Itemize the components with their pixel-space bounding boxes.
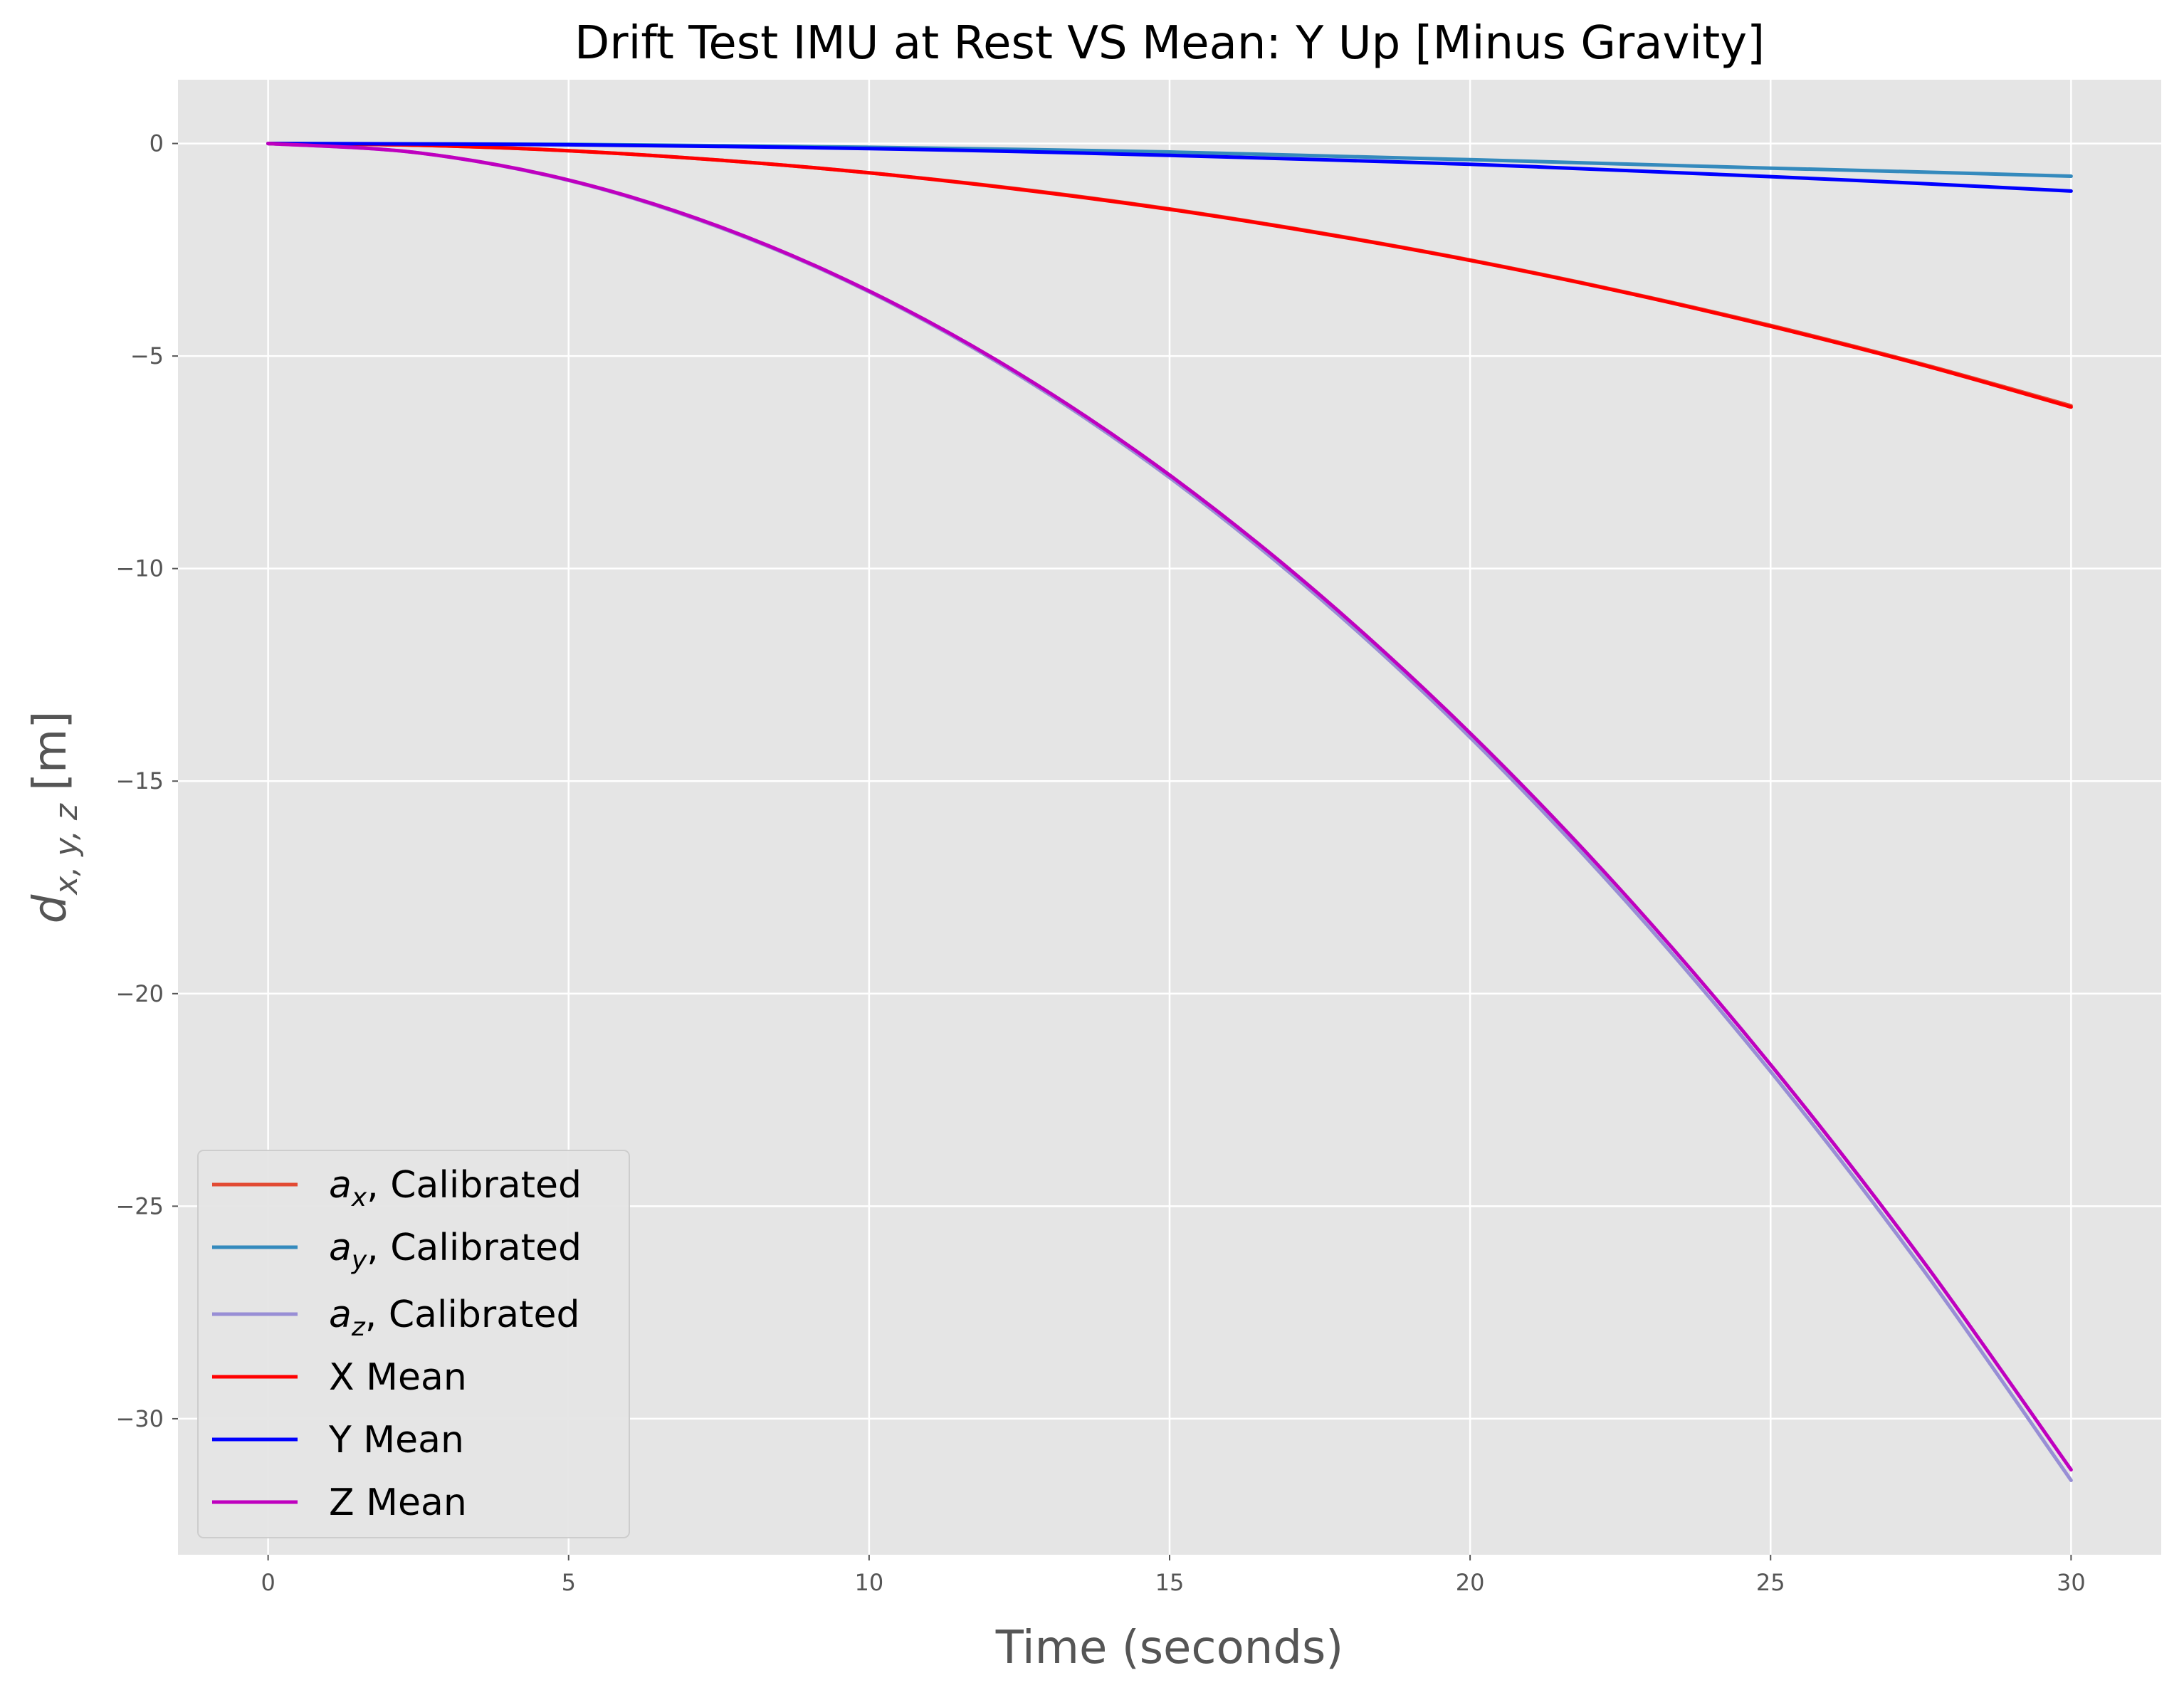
legend-label: X Mean (329, 1356, 467, 1399)
x-tick-label: 5 (562, 1569, 576, 1596)
legend-item-x-mean: X Mean (212, 1356, 467, 1399)
ticks: 0 5 10 15 20 25 30 0 −5 −10 −15 −20 −25 −30 (115, 130, 2085, 1596)
legend-item-a-z-calibrated: az, Calibrated (212, 1293, 580, 1342)
legend-item-y-mean: Y Mean (212, 1419, 464, 1462)
svg-text:dx, y, z[m]: dx, y, z [m] (24, 711, 85, 924)
legend-label: az, Calibrated (329, 1293, 580, 1342)
x-tick-label: 0 (261, 1569, 275, 1596)
y-tick-label: −15 (115, 767, 164, 794)
x-axis-label: Time (seconds) (995, 1622, 1344, 1674)
legend-label: ax, Calibrated (329, 1164, 582, 1212)
legend-item-z-mean: Z Mean (212, 1481, 467, 1524)
x-tick-label: 10 (855, 1569, 884, 1596)
y-tick-label: −5 (130, 342, 164, 369)
x-tick-label: 30 (2057, 1569, 2086, 1596)
x-tick-label: 20 (1456, 1569, 1485, 1596)
series-line-y-mean (266, 142, 2073, 193)
x-tick-label: 25 (1756, 1569, 1785, 1596)
y-tick-label: −20 (115, 980, 164, 1007)
legend-label: ay, Calibrated (329, 1227, 582, 1275)
y-axis-label: dx, y, z [m] (24, 711, 85, 924)
legend-label: Y Mean (328, 1419, 464, 1462)
legend-label: Z Mean (329, 1481, 467, 1524)
series-layer (266, 142, 2073, 1482)
series-line-z-mean (266, 142, 2073, 1472)
legend-box (197, 1150, 630, 1538)
legend-item-a-x-calibrated: ax, Calibrated (212, 1164, 582, 1212)
legend-item-a-y-calibrated: ay, Calibrated (212, 1227, 582, 1275)
y-tick-label: −25 (115, 1192, 164, 1219)
y-tick-label: −30 (115, 1405, 164, 1432)
y-axis-label-unit: [m] (24, 711, 77, 791)
y-tick-label: 0 (149, 130, 164, 157)
y-axis-label-sub: x, y, z (48, 803, 85, 896)
chart-title: Drift Test IMU at Rest VS Mean: Y Up [Mi… (574, 17, 1765, 70)
y-tick-label: −10 (115, 555, 164, 582)
x-tick-label: 15 (1155, 1569, 1185, 1596)
y-axis-label-base: d (24, 894, 77, 923)
series-line-x-mean (266, 142, 2073, 409)
legend: ax, Calibrated ay, Calibrated az, Calibrat… (197, 1150, 630, 1538)
